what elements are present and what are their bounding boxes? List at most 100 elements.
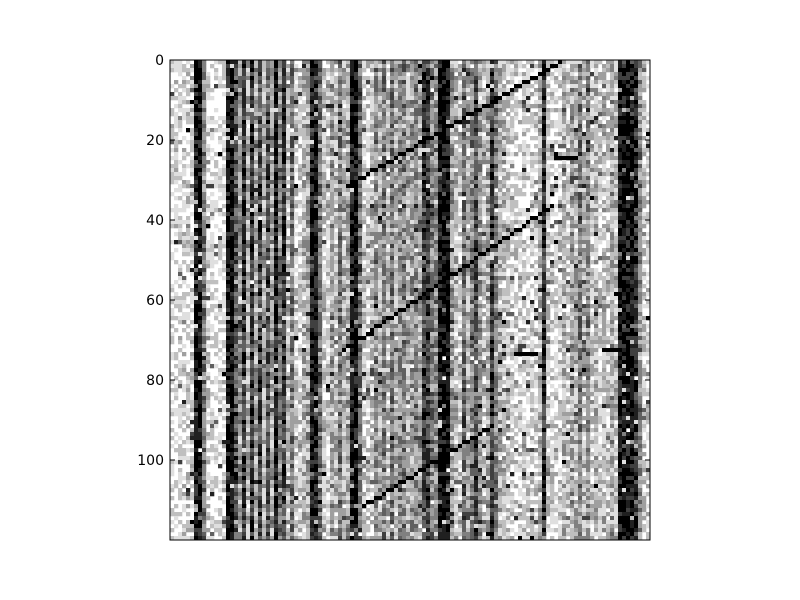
heatmap-cell	[490, 92, 495, 97]
heatmap-cell	[194, 156, 199, 161]
heatmap-cell	[194, 88, 203, 93]
heatmap-cell	[430, 124, 435, 129]
heatmap-cell	[578, 96, 583, 101]
heatmap-cell	[410, 184, 415, 189]
heatmap-cell	[266, 108, 271, 113]
heatmap-cell	[386, 204, 391, 209]
heatmap-cell	[602, 128, 607, 133]
heatmap-cell	[530, 164, 535, 169]
heatmap-cell	[562, 120, 567, 125]
heatmap-cell	[470, 228, 475, 233]
heatmap-cell	[274, 216, 279, 221]
heatmap-cell	[310, 136, 315, 141]
heatmap-cell	[194, 68, 203, 73]
heatmap-cell	[306, 116, 311, 121]
heatmap-cell	[466, 88, 471, 93]
heatmap-cell	[570, 272, 575, 277]
heatmap-cell	[406, 120, 411, 125]
heatmap-cell	[590, 196, 595, 201]
heatmap-cell	[574, 180, 579, 185]
heatmap-cell	[418, 180, 423, 185]
heatmap-cell	[526, 100, 531, 105]
heatmap-cell	[266, 60, 271, 65]
heatmap-cell	[494, 88, 499, 93]
heatmap-cell	[630, 104, 635, 109]
heatmap-cell	[234, 88, 239, 93]
heatmap-cell	[254, 80, 259, 85]
heatmap-cell	[522, 148, 531, 153]
heatmap-cell	[254, 252, 259, 257]
heatmap-cell	[606, 88, 611, 93]
heatmap-cell	[430, 248, 435, 253]
heatmap-cell	[250, 76, 255, 81]
heatmap-cell	[354, 124, 359, 129]
heatmap-cell	[494, 228, 499, 233]
heatmap-cell	[550, 240, 555, 245]
heatmap-cell	[242, 168, 247, 173]
heatmap-cell	[618, 116, 635, 121]
heatmap-cell	[342, 200, 347, 205]
heatmap-cell	[194, 92, 199, 97]
heatmap-cell	[194, 272, 199, 277]
heatmap-cell	[466, 244, 471, 249]
heatmap-cell	[534, 128, 539, 133]
heatmap-cell	[426, 220, 431, 225]
heatmap-cell	[578, 256, 583, 261]
heatmap-cell	[434, 160, 439, 165]
heatmap-cell	[358, 200, 363, 205]
heatmap-cell	[434, 232, 439, 237]
heatmap-cell	[426, 164, 431, 169]
heatmap-cell	[614, 260, 619, 265]
heatmap-cell	[350, 204, 355, 209]
heatmap-cell	[262, 128, 267, 133]
heatmap-cell	[594, 240, 603, 245]
heatmap-cell	[274, 248, 279, 253]
heatmap-cell	[266, 220, 271, 225]
heatmap-cell	[282, 204, 287, 209]
heatmap-cell	[358, 68, 363, 73]
heatmap-cell	[194, 212, 203, 217]
heatmap-cell	[182, 152, 187, 157]
heatmap-cell	[466, 228, 471, 233]
heatmap-cell	[570, 264, 575, 269]
heatmap-cell	[534, 220, 539, 225]
heatmap-cell	[202, 200, 207, 205]
heatmap-cell	[202, 124, 207, 129]
heatmap-cell	[618, 236, 627, 241]
heatmap-cell	[642, 164, 647, 169]
heatmap-cell	[310, 192, 315, 197]
heatmap-cell	[242, 156, 247, 161]
heatmap-cell	[350, 136, 359, 141]
heatmap-cell	[430, 116, 435, 121]
heatmap-cell	[410, 228, 415, 233]
heatmap-cell	[246, 256, 251, 261]
heatmap-cell	[270, 240, 275, 245]
heatmap-cell	[262, 156, 267, 161]
heatmap-cell	[574, 136, 579, 141]
heatmap-cell	[606, 272, 611, 277]
heatmap-cell	[562, 184, 567, 189]
heatmap-cell	[554, 256, 559, 261]
heatmap-cell	[278, 76, 283, 81]
heatmap-cell	[270, 264, 275, 269]
heatmap-cell	[202, 116, 207, 121]
heatmap-cell	[310, 200, 315, 205]
heatmap-cell	[234, 244, 239, 249]
heatmap-cell	[190, 248, 195, 253]
heatmap-cell	[302, 220, 307, 225]
heatmap-cell	[262, 172, 267, 177]
heatmap-cell	[558, 220, 563, 225]
heatmap-cell	[514, 60, 519, 65]
heatmap-cell	[390, 232, 395, 237]
heatmap-cell	[538, 112, 543, 117]
heatmap-cell	[278, 164, 283, 169]
heatmap-cell	[294, 84, 299, 89]
heatmap-cell	[358, 84, 363, 89]
heatmap-cell	[390, 148, 395, 153]
heatmap-cell	[566, 188, 571, 193]
heatmap-cell	[646, 180, 651, 185]
heatmap-cell	[594, 256, 599, 261]
heatmap-cell	[546, 220, 551, 225]
heatmap-cell	[226, 152, 231, 157]
heatmap-cell	[270, 208, 275, 213]
